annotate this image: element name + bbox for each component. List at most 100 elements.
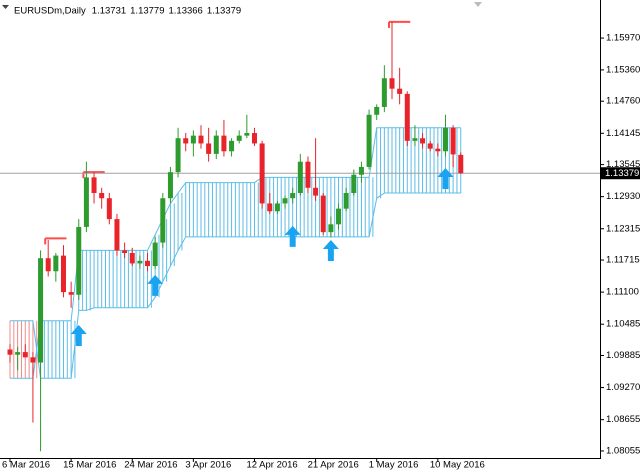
candle-body (366, 114, 372, 167)
candle-body (106, 198, 112, 220)
y-tick-label: 1.08055 (606, 445, 640, 456)
header-high: 1.13779 (130, 6, 164, 17)
x-tick-label: 6 Mar 2016 (2, 460, 50, 471)
signal-arrow (437, 167, 454, 189)
cloud-edge (10, 127, 461, 379)
candle-body (442, 127, 448, 152)
candle-body (221, 135, 227, 152)
y-tick-label: 1.12930 (606, 191, 640, 202)
y-tick-label: 1.14145 (606, 128, 640, 139)
candle-body (381, 78, 387, 107)
candle-body (343, 193, 349, 209)
candle-body (152, 242, 158, 267)
candle-body (412, 138, 418, 141)
candle-body (267, 203, 273, 212)
y-tick-label: 1.13545 (606, 159, 640, 170)
candle-body (30, 357, 36, 363)
candle-body (420, 138, 426, 144)
price-label-box (601, 167, 640, 180)
candle-body (427, 143, 433, 149)
candle-body (114, 219, 120, 251)
candle-body (404, 93, 410, 141)
x-tick-label: 10 May 2016 (430, 460, 485, 471)
candle-body (282, 198, 288, 204)
candle-body (15, 352, 21, 355)
signal-arrow (284, 225, 301, 247)
x-tick-label: 3 Apr 2016 (185, 460, 231, 471)
y-tick-label: 1.12315 (606, 223, 640, 234)
x-tick-label: 24 Mar 2016 (124, 460, 177, 471)
candle-body (53, 255, 59, 272)
menu-icon[interactable] (2, 5, 9, 9)
candle-body (68, 292, 74, 295)
candle-body (251, 133, 257, 144)
candle-body (38, 258, 44, 363)
y-tick-label: 1.09270 (606, 382, 640, 393)
candle-body (22, 352, 28, 358)
candle-body (290, 193, 296, 199)
y-tick-label: 1.11100 (606, 287, 639, 298)
candle-body (99, 193, 105, 199)
candle-body (206, 143, 212, 154)
candle-body (137, 260, 143, 264)
y-tick-label: 1.14760 (606, 96, 640, 107)
candle-body (122, 250, 128, 253)
candle-body (435, 148, 441, 152)
candle-body (145, 260, 151, 267)
candle-body (175, 138, 181, 173)
signal-arrow (147, 274, 164, 296)
candle-body (167, 172, 173, 199)
candle-body (76, 226, 82, 295)
candle-body (183, 138, 189, 144)
candle-body (213, 135, 219, 154)
candle-body (328, 224, 334, 233)
x-tick-label: 1 May 2016 (369, 460, 419, 471)
candle-body (351, 174, 357, 194)
signal-arrow (322, 239, 339, 261)
candle-body (274, 203, 280, 212)
y-tick-label: 1.09885 (606, 350, 640, 361)
header-close: 1.13379 (207, 6, 241, 17)
symbol-label: EURUSDm,Daily (14, 6, 86, 17)
candle-body (305, 161, 311, 188)
signal-arrow (70, 324, 87, 346)
candle-body (236, 135, 242, 141)
candle-body (358, 166, 364, 175)
candle-body (198, 135, 204, 144)
candle-body (450, 127, 456, 155)
candle-body (320, 195, 326, 233)
candle-body (190, 135, 196, 144)
y-tick-label: 1.10485 (606, 319, 640, 330)
x-tick-label: 21 Apr 2016 (308, 460, 359, 471)
cloud-edge (10, 192, 461, 379)
candle-body (91, 177, 97, 194)
candle-body (313, 187, 319, 196)
candle-body (129, 252, 135, 264)
header-open: 1.13731 (92, 6, 126, 17)
candle-body (374, 106, 380, 115)
y-tick-label: 1.08655 (606, 414, 640, 425)
y-tick-label: 1.15360 (606, 64, 640, 75)
candle-body (259, 143, 265, 204)
y-tick-label: 1.15970 (606, 33, 640, 44)
shift-marker[interactable] (474, 2, 482, 7)
candle-body (45, 258, 51, 272)
candle-body (7, 349, 13, 355)
x-tick-label: 12 Apr 2016 (246, 460, 297, 471)
candle-body (297, 161, 303, 194)
plot-area (0, 20, 600, 452)
candle-body (244, 133, 250, 136)
candle-body (60, 255, 66, 293)
x-tick-label: 15 Mar 2016 (63, 460, 116, 471)
candle-body (229, 140, 235, 152)
candle-body (397, 88, 403, 94)
price-label: 1.13379 (605, 168, 639, 179)
candle-body (458, 154, 464, 174)
candle-body (160, 198, 166, 243)
candle-body (83, 177, 89, 227)
candle-body (336, 208, 342, 225)
header-low: 1.13366 (168, 6, 202, 17)
y-tick-label: 1.11715 (606, 255, 640, 266)
